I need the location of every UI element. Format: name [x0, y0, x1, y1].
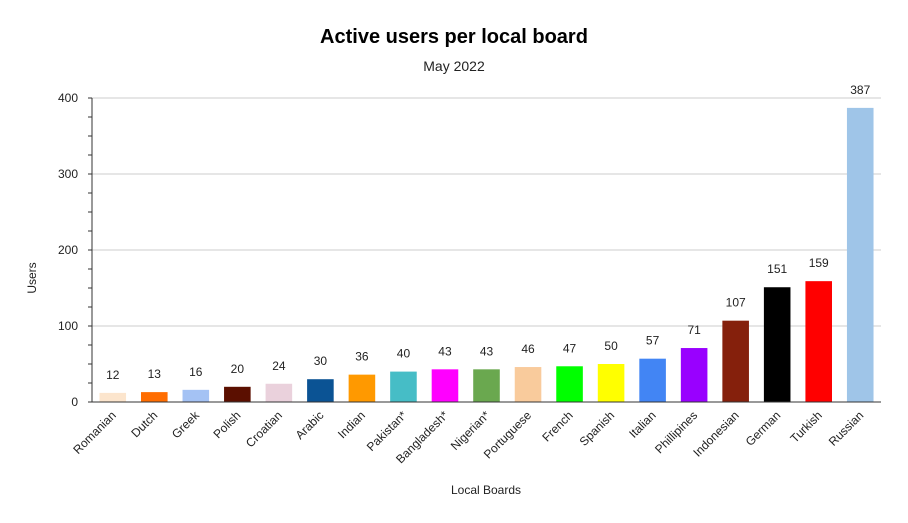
bar	[348, 374, 376, 402]
bar	[390, 371, 417, 402]
x-tick-label: Turkish	[787, 408, 824, 445]
bar	[556, 366, 583, 402]
gridlines	[92, 97, 881, 327]
bar	[763, 287, 791, 402]
bar	[805, 281, 832, 402]
data-label: 46	[521, 342, 535, 356]
x-tick-label: Polish	[210, 408, 243, 441]
y-tick-label: 200	[58, 243, 78, 257]
data-label: 47	[563, 341, 577, 355]
data-label: 387	[850, 83, 870, 97]
y-tick-label: 100	[58, 319, 78, 333]
x-tick-label: Russian	[826, 408, 867, 449]
data-label: 57	[646, 334, 660, 348]
bar	[99, 392, 127, 402]
bar	[224, 386, 251, 402]
data-label: 50	[604, 339, 618, 353]
x-tick-label: Croatian	[243, 408, 285, 450]
data-label: 71	[687, 323, 701, 337]
x-tick-label: Indian	[335, 408, 368, 441]
bar	[431, 369, 459, 402]
x-tick-label: French	[539, 408, 575, 444]
x-axis-title: Local Boards	[451, 483, 521, 497]
chart-subtitle: May 2022	[423, 58, 485, 74]
data-label: 151	[767, 262, 787, 276]
y-axis-title: Users	[25, 262, 39, 293]
x-tick-label: Arabic	[293, 408, 327, 442]
data-label: 107	[726, 296, 746, 310]
x-tick-label: Spanish	[577, 408, 618, 449]
bar	[182, 389, 210, 402]
bar	[597, 364, 625, 402]
x-tick-label: Romanian	[70, 408, 119, 457]
data-label: 43	[480, 344, 494, 358]
y-tick-label: 0	[71, 395, 78, 409]
bar	[473, 369, 500, 402]
bar	[141, 392, 168, 402]
bar	[307, 379, 334, 402]
x-tick-label: German	[743, 408, 784, 449]
bar	[846, 107, 874, 402]
y-tick-label: 300	[58, 167, 78, 181]
data-label: 159	[809, 256, 829, 270]
data-label: 16	[189, 365, 203, 379]
x-tick-label: Dutch	[128, 408, 160, 440]
x-tick-label: Italian	[626, 408, 659, 441]
data-label: 20	[231, 362, 245, 376]
chart-title: Active users per local board	[320, 26, 588, 48]
data-label: 24	[272, 359, 286, 373]
bar	[680, 348, 708, 402]
bar	[514, 367, 542, 402]
data-label: 12	[106, 368, 120, 382]
data-label: 43	[438, 344, 452, 358]
x-tick-label: Greek	[169, 408, 203, 442]
bars	[99, 107, 874, 402]
data-label: 30	[314, 354, 328, 368]
data-label: 13	[148, 367, 162, 381]
axes: 0 100 200 300 400 Romanian Dutch Greek Polish Cro…	[58, 91, 881, 466]
bar	[265, 383, 293, 402]
y-tick-label: 400	[58, 91, 78, 105]
bar	[639, 358, 666, 402]
data-labels: 12 13 16 20 24 30 36 40 43 43 46 47 50 57 71 107 151 159 3…	[106, 83, 870, 382]
bar	[722, 320, 749, 402]
data-label: 36	[355, 350, 369, 364]
data-label: 40	[397, 347, 411, 361]
